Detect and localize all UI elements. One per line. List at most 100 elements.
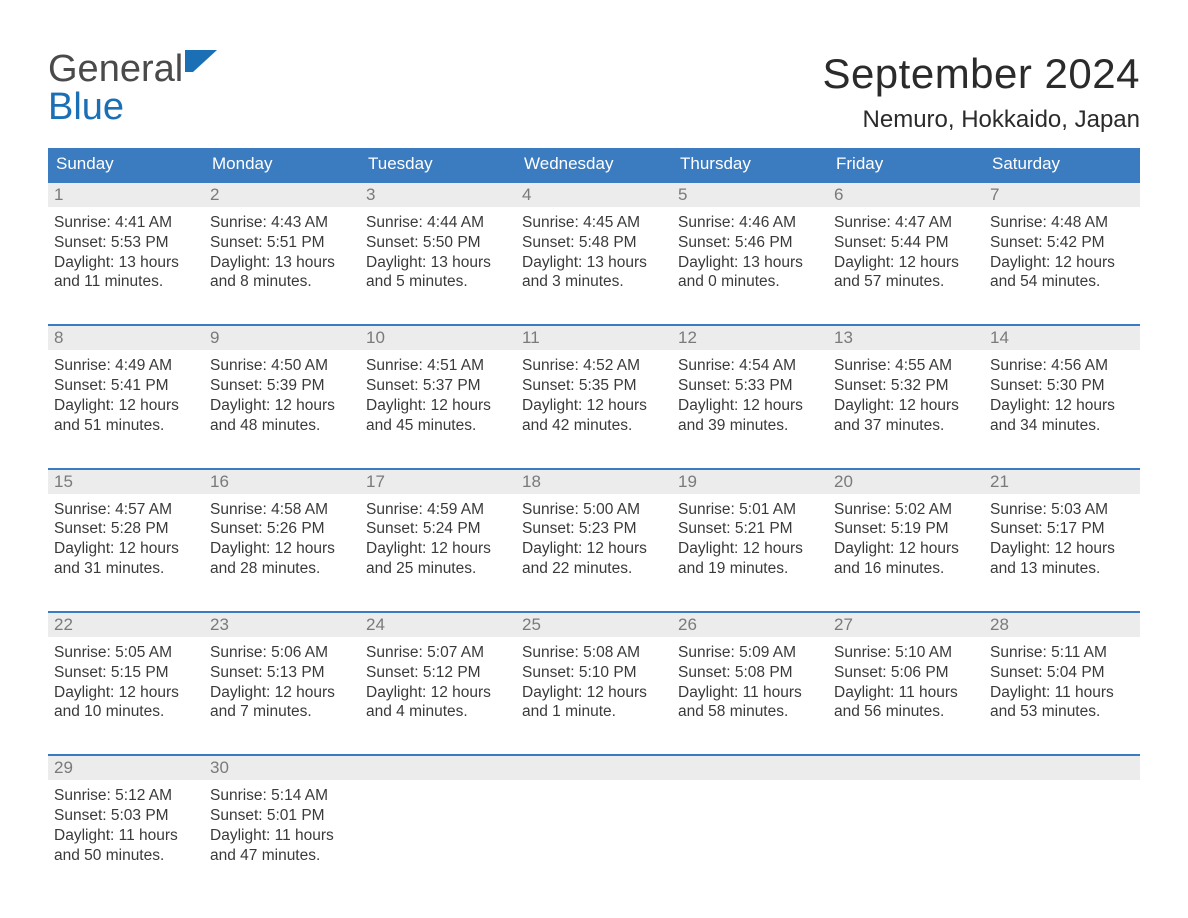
daylight-text-1: Daylight: 12 hours — [990, 396, 1134, 416]
day-number: 3 — [360, 183, 516, 207]
sunset-text: Sunset: 5:10 PM — [522, 663, 666, 683]
sunrise-text: Sunrise: 5:14 AM — [210, 786, 354, 806]
daylight-text-1: Daylight: 12 hours — [366, 396, 510, 416]
sunrise-text: Sunrise: 4:59 AM — [366, 500, 510, 520]
day-cell: 14Sunrise: 4:56 AMSunset: 5:30 PMDayligh… — [984, 326, 1140, 443]
day-body — [672, 780, 828, 870]
sunset-text: Sunset: 5:06 PM — [834, 663, 978, 683]
day-number: 26 — [672, 613, 828, 637]
daylight-text-1: Daylight: 12 hours — [54, 396, 198, 416]
sunset-text: Sunset: 5:15 PM — [54, 663, 198, 683]
day-cell: 30Sunrise: 5:14 AMSunset: 5:01 PMDayligh… — [204, 756, 360, 873]
sunrise-text: Sunrise: 4:44 AM — [366, 213, 510, 233]
day-number — [984, 756, 1140, 780]
sunset-text: Sunset: 5:50 PM — [366, 233, 510, 253]
day-number: 8 — [48, 326, 204, 350]
day-body: Sunrise: 4:56 AMSunset: 5:30 PMDaylight:… — [984, 350, 1140, 443]
daylight-text-1: Daylight: 11 hours — [834, 683, 978, 703]
day-cell: 19Sunrise: 5:01 AMSunset: 5:21 PMDayligh… — [672, 470, 828, 587]
sunrise-text: Sunrise: 5:06 AM — [210, 643, 354, 663]
day-body — [360, 780, 516, 870]
day-body: Sunrise: 4:54 AMSunset: 5:33 PMDaylight:… — [672, 350, 828, 443]
daylight-text-1: Daylight: 12 hours — [54, 683, 198, 703]
sunrise-text: Sunrise: 5:12 AM — [54, 786, 198, 806]
day-body: Sunrise: 4:52 AMSunset: 5:35 PMDaylight:… — [516, 350, 672, 443]
day-cell — [828, 756, 984, 873]
page: General Blue September 2024 Nemuro, Hokk… — [0, 0, 1188, 918]
daylight-text-2: and 19 minutes. — [678, 559, 822, 579]
sunset-text: Sunset: 5:01 PM — [210, 806, 354, 826]
day-number: 15 — [48, 470, 204, 494]
dow-friday: Friday — [828, 148, 984, 181]
day-body: Sunrise: 4:49 AMSunset: 5:41 PMDaylight:… — [48, 350, 204, 443]
dow-sunday: Sunday — [48, 148, 204, 181]
week-row: 1Sunrise: 4:41 AMSunset: 5:53 PMDaylight… — [48, 181, 1140, 300]
day-body: Sunrise: 4:51 AMSunset: 5:37 PMDaylight:… — [360, 350, 516, 443]
logo-word-1: General — [48, 48, 183, 90]
daylight-text-1: Daylight: 11 hours — [210, 826, 354, 846]
day-cell: 23Sunrise: 5:06 AMSunset: 5:13 PMDayligh… — [204, 613, 360, 730]
day-number: 1 — [48, 183, 204, 207]
day-body: Sunrise: 5:06 AMSunset: 5:13 PMDaylight:… — [204, 637, 360, 730]
sunrise-text: Sunrise: 5:01 AM — [678, 500, 822, 520]
daylight-text-2: and 11 minutes. — [54, 272, 198, 292]
sunrise-text: Sunrise: 4:58 AM — [210, 500, 354, 520]
day-body: Sunrise: 4:48 AMSunset: 5:42 PMDaylight:… — [984, 207, 1140, 300]
daylight-text-2: and 10 minutes. — [54, 702, 198, 722]
week-row: 22Sunrise: 5:05 AMSunset: 5:15 PMDayligh… — [48, 611, 1140, 730]
day-number: 22 — [48, 613, 204, 637]
location: Nemuro, Hokkaido, Japan — [822, 106, 1140, 134]
sunset-text: Sunset: 5:30 PM — [990, 376, 1134, 396]
daylight-text-2: and 50 minutes. — [54, 846, 198, 866]
sunrise-text: Sunrise: 4:50 AM — [210, 356, 354, 376]
daylight-text-2: and 13 minutes. — [990, 559, 1134, 579]
day-number — [672, 756, 828, 780]
sunset-text: Sunset: 5:12 PM — [366, 663, 510, 683]
day-number: 13 — [828, 326, 984, 350]
day-body: Sunrise: 4:47 AMSunset: 5:44 PMDaylight:… — [828, 207, 984, 300]
daylight-text-2: and 58 minutes. — [678, 702, 822, 722]
day-body: Sunrise: 5:09 AMSunset: 5:08 PMDaylight:… — [672, 637, 828, 730]
day-cell: 1Sunrise: 4:41 AMSunset: 5:53 PMDaylight… — [48, 183, 204, 300]
daylight-text-2: and 22 minutes. — [522, 559, 666, 579]
sunset-text: Sunset: 5:42 PM — [990, 233, 1134, 253]
days-of-week-row: Sunday Monday Tuesday Wednesday Thursday… — [48, 148, 1140, 181]
daylight-text-1: Daylight: 12 hours — [210, 396, 354, 416]
day-number: 6 — [828, 183, 984, 207]
sunrise-text: Sunrise: 4:48 AM — [990, 213, 1134, 233]
sunrise-text: Sunrise: 5:07 AM — [366, 643, 510, 663]
daylight-text-2: and 39 minutes. — [678, 416, 822, 436]
calendar: Sunday Monday Tuesday Wednesday Thursday… — [48, 148, 1140, 874]
daylight-text-1: Daylight: 13 hours — [522, 253, 666, 273]
sunset-text: Sunset: 5:41 PM — [54, 376, 198, 396]
day-number: 24 — [360, 613, 516, 637]
sunset-text: Sunset: 5:48 PM — [522, 233, 666, 253]
sunset-text: Sunset: 5:21 PM — [678, 519, 822, 539]
daylight-text-1: Daylight: 11 hours — [990, 683, 1134, 703]
day-number: 16 — [204, 470, 360, 494]
day-body: Sunrise: 5:08 AMSunset: 5:10 PMDaylight:… — [516, 637, 672, 730]
sunrise-text: Sunrise: 4:45 AM — [522, 213, 666, 233]
day-cell: 22Sunrise: 5:05 AMSunset: 5:15 PMDayligh… — [48, 613, 204, 730]
daylight-text-1: Daylight: 12 hours — [522, 396, 666, 416]
daylight-text-1: Daylight: 12 hours — [366, 683, 510, 703]
daylight-text-2: and 37 minutes. — [834, 416, 978, 436]
day-body: Sunrise: 4:58 AMSunset: 5:26 PMDaylight:… — [204, 494, 360, 587]
daylight-text-1: Daylight: 13 hours — [678, 253, 822, 273]
daylight-text-1: Daylight: 12 hours — [210, 683, 354, 703]
day-body: Sunrise: 5:01 AMSunset: 5:21 PMDaylight:… — [672, 494, 828, 587]
day-body: Sunrise: 5:00 AMSunset: 5:23 PMDaylight:… — [516, 494, 672, 587]
day-number: 10 — [360, 326, 516, 350]
weeks-container: 1Sunrise: 4:41 AMSunset: 5:53 PMDaylight… — [48, 181, 1140, 874]
sunrise-text: Sunrise: 4:46 AM — [678, 213, 822, 233]
day-body: Sunrise: 5:05 AMSunset: 5:15 PMDaylight:… — [48, 637, 204, 730]
day-cell: 15Sunrise: 4:57 AMSunset: 5:28 PMDayligh… — [48, 470, 204, 587]
day-body: Sunrise: 5:10 AMSunset: 5:06 PMDaylight:… — [828, 637, 984, 730]
day-number: 18 — [516, 470, 672, 494]
daylight-text-2: and 3 minutes. — [522, 272, 666, 292]
logo-word-2: Blue — [48, 86, 124, 128]
day-number: 28 — [984, 613, 1140, 637]
day-body — [516, 780, 672, 870]
daylight-text-2: and 28 minutes. — [210, 559, 354, 579]
sunset-text: Sunset: 5:37 PM — [366, 376, 510, 396]
